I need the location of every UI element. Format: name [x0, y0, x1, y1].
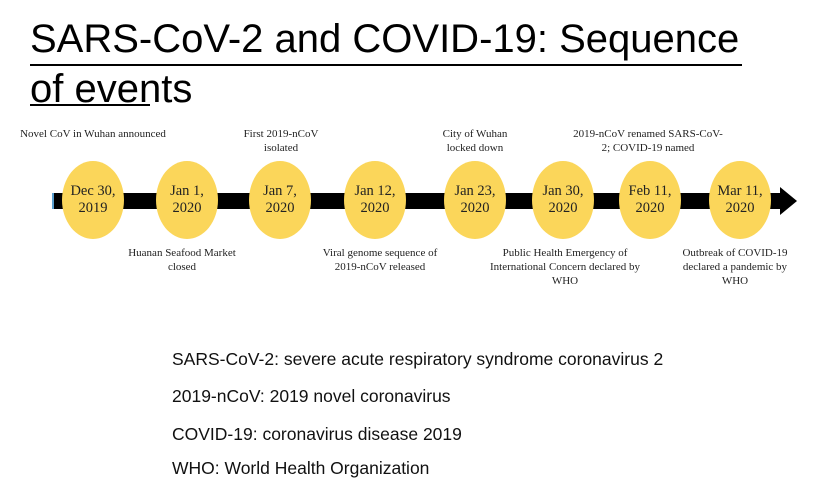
glossary-item: WHO: World Health Organization	[172, 458, 430, 478]
event-label: 2019-nCoV renamed SARS-CoV-2; COVID-19 n…	[573, 128, 723, 154]
event-node: Feb 11, 2020	[619, 161, 681, 239]
event-date: Feb 11,	[628, 183, 672, 199]
event-label: Public Health Emergency of International…	[490, 247, 640, 287]
title-underline-2	[30, 104, 150, 106]
timeline-bar	[52, 193, 784, 209]
glossary-item: 2019-nCoV: 2019 novel coronavirus	[172, 386, 451, 406]
event-date: Jan 30,	[542, 183, 584, 199]
event-label: First 2019-nCoV isolated	[243, 128, 319, 154]
event-year: 2020	[172, 200, 202, 216]
event-node: Jan 7, 2020	[249, 161, 311, 239]
event-node: Dec 30, 2019	[62, 161, 124, 239]
event-node: Jan 12, 2020	[344, 161, 406, 239]
event-year: 2020	[360, 200, 390, 216]
event-year: 2020	[548, 200, 578, 216]
event-year: 2020	[460, 200, 490, 216]
timeline-arrowhead	[780, 187, 797, 215]
event-node: Jan 30, 2020	[532, 161, 594, 239]
event-label: Viral genome sequence of 2019-nCoV relea…	[322, 247, 438, 273]
glossary-item: COVID-19: coronavirus disease 2019	[172, 424, 462, 444]
event-date: Mar 11,	[717, 183, 763, 199]
event-year: 2020	[265, 200, 295, 216]
event-node: Jan 23, 2020	[444, 161, 506, 239]
event-node: Jan 1, 2020	[156, 161, 218, 239]
event-date: Jan 1,	[170, 183, 204, 199]
event-date: Jan 23,	[454, 183, 496, 199]
event-label: City of Wuhan locked down	[442, 128, 508, 154]
event-label: Outbreak of COVID-19 declared a pandemic…	[682, 247, 788, 287]
event-label: Huanan Seafood Market closed	[128, 247, 236, 273]
event-year: 2019	[78, 200, 108, 216]
glossary-item: SARS-CoV-2: severe acute respiratory syn…	[172, 349, 664, 369]
event-date: Jan 12,	[354, 183, 396, 199]
event-year: 2020	[725, 200, 755, 216]
title-underline	[30, 64, 742, 66]
slide-title: SARS-CoV-2 and COVID-19: Sequence of eve…	[30, 17, 740, 111]
event-date: Dec 30,	[70, 183, 116, 199]
event-date: Jan 7,	[263, 183, 297, 199]
event-year: 2020	[635, 200, 665, 216]
event-label: Novel CoV in Wuhan announced	[20, 128, 166, 140]
event-node: Mar 11, 2020	[709, 161, 771, 239]
